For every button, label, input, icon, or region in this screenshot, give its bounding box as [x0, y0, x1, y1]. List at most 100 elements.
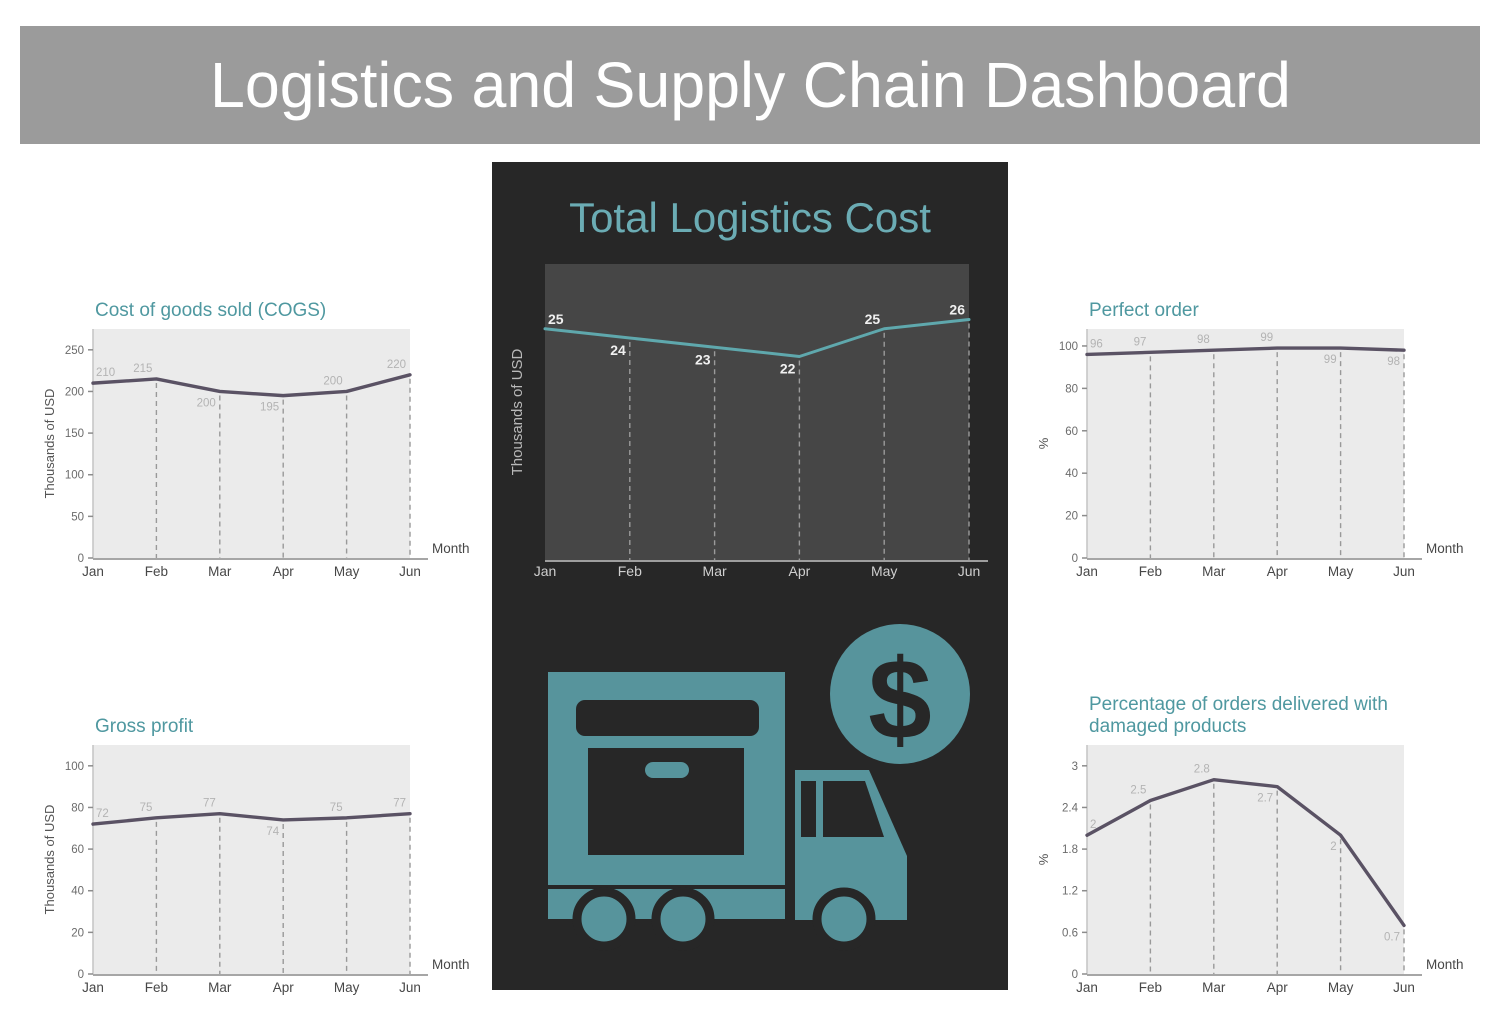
coin-circle [830, 624, 970, 764]
svg-text:100: 100 [65, 761, 84, 773]
svg-text:Feb: Feb [145, 564, 168, 579]
svg-text:98: 98 [1387, 356, 1400, 368]
truck-wheel-front [812, 887, 876, 951]
chart-card-damaged-orders: Percentage of orders delivered with dama… [1034, 694, 1500, 1003]
svg-text:Mar: Mar [1202, 564, 1226, 579]
svg-text:195: 195 [260, 402, 279, 414]
svg-text:60: 60 [1065, 426, 1078, 438]
svg-text:100: 100 [1059, 341, 1078, 353]
chart-card-gross-profit: Gross profit 0 20 40 60 80 100 72 75 77 74 75 77 Jan… [40, 716, 510, 1003]
svg-text:Month: Month [1426, 541, 1464, 556]
dollar-symbol: $ [868, 637, 931, 764]
svg-text:Apr: Apr [1267, 564, 1289, 579]
svg-text:Thousands of USD: Thousands of USD [509, 348, 526, 475]
chart-title-perfect-order: Perfect order [1089, 300, 1199, 321]
svg-text:1.8: 1.8 [1062, 844, 1078, 856]
svg-text:75: 75 [140, 802, 153, 814]
svg-text:150: 150 [65, 428, 84, 440]
dashboard-title-bar: Logistics and Supply Chain Dashboard [20, 26, 1480, 144]
svg-text:Month: Month [432, 957, 470, 972]
svg-text:80: 80 [71, 802, 84, 814]
cogs-line-chart: 0 50 100 150 200 250 210 215 200 195 200 220 Jan Feb M… [40, 329, 510, 587]
svg-text:Thousands of USD: Thousands of USD [42, 389, 57, 499]
svg-text:23: 23 [695, 351, 711, 367]
svg-text:Apr: Apr [273, 980, 295, 995]
damaged-orders-line-chart: 0 0.6 1.2 1.8 2.4 3 2 2.5 2.8 2.7 2 0.7 Jan Feb Mar Apr… [1034, 745, 1500, 1003]
svg-text:Mar: Mar [703, 563, 727, 579]
svg-text:0: 0 [1072, 969, 1078, 981]
svg-text:3: 3 [1072, 761, 1078, 773]
svg-text:Jan: Jan [1076, 980, 1098, 995]
svg-text:24: 24 [610, 342, 626, 358]
svg-text:220: 220 [387, 359, 406, 371]
cab-windshield [823, 781, 884, 837]
page-title: Logistics and Supply Chain Dashboard [209, 49, 1291, 121]
box-handle [645, 762, 689, 778]
svg-text:Feb: Feb [618, 563, 642, 579]
truck-wheel-rear-right [651, 887, 715, 951]
svg-text:215: 215 [133, 363, 152, 375]
svg-text:%: % [1036, 437, 1051, 449]
svg-text:40: 40 [71, 886, 84, 898]
svg-text:25: 25 [548, 311, 564, 327]
svg-text:Thousands of USD: Thousands of USD [42, 805, 57, 915]
svg-text:96: 96 [1090, 338, 1103, 350]
svg-text:200: 200 [197, 397, 216, 409]
svg-text:2.8: 2.8 [1194, 764, 1210, 776]
svg-text:0: 0 [1072, 553, 1078, 565]
svg-text:74: 74 [266, 826, 279, 838]
svg-text:May: May [334, 564, 360, 579]
svg-text:Feb: Feb [1139, 980, 1162, 995]
svg-text:Jan: Jan [1076, 564, 1098, 579]
svg-text:Month: Month [1426, 957, 1464, 972]
cab-side-window [801, 781, 816, 837]
svg-text:Feb: Feb [145, 980, 168, 995]
svg-text:210: 210 [96, 367, 115, 379]
svg-text:Apr: Apr [273, 564, 295, 579]
svg-text:May: May [1328, 564, 1354, 579]
svg-text:Jun: Jun [399, 980, 421, 995]
svg-text:0: 0 [78, 553, 84, 565]
chart-card-cogs: Cost of goods sold (COGS) 0 50 100 150 200 25… [40, 300, 510, 587]
svg-text:99: 99 [1324, 354, 1337, 366]
svg-text:May: May [1328, 980, 1354, 995]
svg-text:Jan: Jan [534, 563, 557, 579]
svg-text:Jan: Jan [82, 980, 104, 995]
chart-title-damaged-orders: Percentage of orders delivered with dama… [1089, 694, 1388, 737]
svg-text:Jan: Jan [82, 564, 104, 579]
chart-card-perfect-order: Perfect order 0 20 40 60 80 100 96 97 98 99 99 98 Ja… [1034, 300, 1500, 587]
svg-text:200: 200 [323, 375, 342, 387]
svg-text:250: 250 [65, 345, 84, 357]
dollar-coin-icon: $ [830, 624, 970, 764]
svg-text:0.6: 0.6 [1062, 927, 1078, 939]
svg-text:1.2: 1.2 [1062, 886, 1078, 898]
delivery-truck-icon [548, 672, 907, 951]
svg-text:Apr: Apr [1267, 980, 1289, 995]
svg-text:Month: Month [432, 541, 470, 556]
svg-text:2: 2 [1330, 841, 1336, 853]
svg-text:99: 99 [1260, 332, 1273, 344]
svg-text:75: 75 [330, 802, 343, 814]
chart-title-cogs: Cost of goods sold (COGS) [95, 300, 327, 321]
svg-text:2.7: 2.7 [1257, 793, 1273, 805]
svg-text:20: 20 [71, 927, 84, 939]
svg-text:Feb: Feb [1139, 564, 1162, 579]
svg-text:Jun: Jun [1393, 564, 1415, 579]
gross-profit-line-chart: 0 20 40 60 80 100 72 75 77 74 75 77 Jan Feb Mar Apr May J… [40, 745, 510, 1003]
svg-text:Jun: Jun [958, 563, 981, 579]
svg-text:Jun: Jun [1393, 980, 1415, 995]
svg-text:60: 60 [71, 844, 84, 856]
chart-title-gross-profit: Gross profit [95, 716, 194, 737]
logistics-illustration-svg: $ [548, 624, 970, 951]
svg-text:20: 20 [1065, 511, 1078, 523]
svg-text:May: May [334, 980, 360, 995]
svg-text:Mar: Mar [208, 564, 232, 579]
svg-text:2: 2 [1090, 819, 1096, 831]
svg-text:77: 77 [203, 798, 216, 810]
svg-text:72: 72 [96, 808, 109, 820]
svg-text:50: 50 [71, 511, 84, 523]
svg-text:97: 97 [1134, 336, 1147, 348]
svg-text:77: 77 [393, 798, 406, 810]
panel-title: Total Logistics Cost [569, 194, 931, 241]
